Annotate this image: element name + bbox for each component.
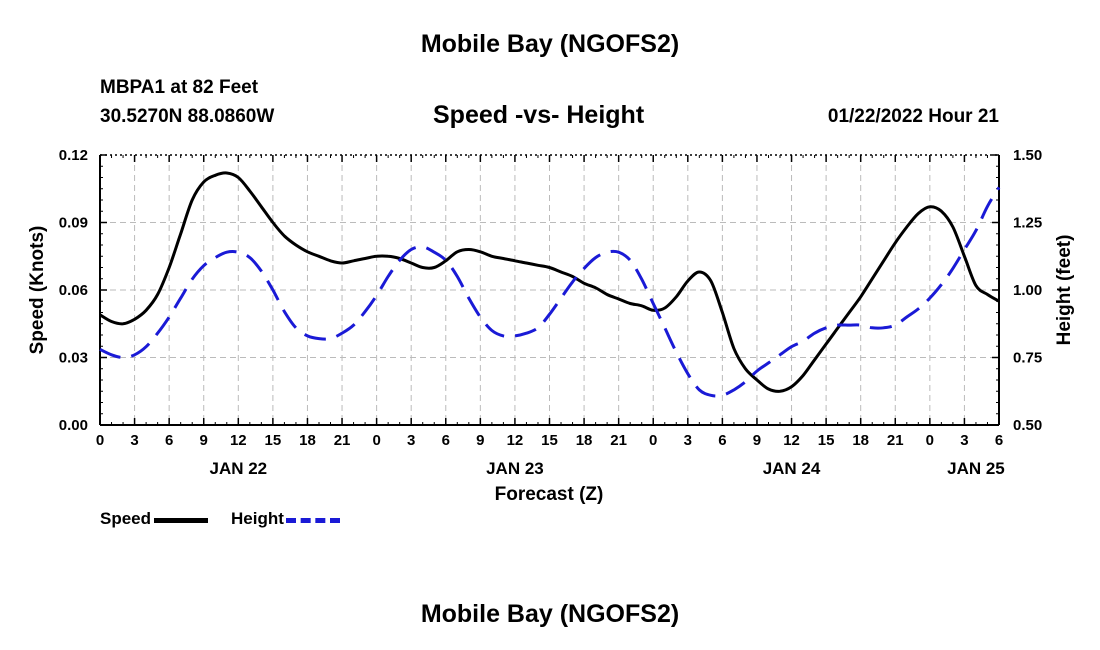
grid-layer [100,155,999,425]
date-label: JAN 22 [209,459,267,478]
legend-height-label: Height [231,509,284,528]
series-layer [99,171,1001,398]
x-axis-label: Forecast (Z) [495,484,604,505]
x-tick-label: 15 [265,432,282,449]
y-right-tick-label: 1.00 [1013,282,1042,299]
y-right-tick-label: 1.50 [1013,147,1042,164]
y-right-tick-label: 0.50 [1013,417,1042,434]
x-tick-label: 3 [684,432,692,449]
legend-speed-swatch [154,518,209,523]
x-tick-label: 6 [995,432,1003,449]
x-tick-label: 15 [541,432,558,449]
x-tick-label: 3 [407,432,415,449]
y-left-tick-label: 0.06 [59,282,88,299]
x-tick-label: 9 [476,432,484,449]
axes-layer: 0 3 6 9 12 15 18 21 0 3 6 9 12 15 18 21 0 3 6 9 12 15 18 21 0 3 60… [59,147,1042,478]
y-left-tick-label: 0.09 [59,215,88,232]
x-tick-label: 12 [230,432,247,449]
x-tick-label: 0 [372,432,380,449]
main-title: Mobile Bay (NGOFS2) [420,30,680,58]
y-right-tick-label: 1.25 [1013,215,1042,232]
x-tick-label: 18 [852,432,869,449]
legend-speed-label: Speed [100,509,152,528]
x-tick-label: 6 [165,432,173,449]
x-tick-label: 15 [818,432,835,449]
date-label: JAN 25 [947,459,1005,478]
x-tick-label: 12 [507,432,524,449]
x-tick-label: 0 [649,432,657,449]
x-tick-label: 3 [130,432,138,449]
x-tick-label: 0 [96,432,104,449]
y-left-tick-label: 0.03 [59,350,88,367]
series-line-speed [99,171,1000,393]
series-line-height [99,186,1001,398]
forecast-datetime: 01/22/2022 Hour 21 [827,106,999,127]
x-tick-label: 18 [576,432,593,449]
x-tick-label: 3 [960,432,968,449]
legend-height: Height [231,509,340,529]
date-label: JAN 23 [486,459,544,478]
x-tick-label: 18 [299,432,316,449]
x-tick-label: 0 [926,432,934,449]
left-y-axis-label: Speed (Knots) [27,226,48,355]
x-tick-label: 21 [887,432,904,449]
station-name: MBPA1 at 82 Feet [100,77,259,98]
x-tick-label: 6 [718,432,726,449]
x-tick-label: 21 [610,432,627,449]
y-right-tick-label: 0.75 [1013,350,1042,367]
x-tick-label: 6 [442,432,450,449]
plot-title: Speed -vs- Height [433,101,645,129]
y-left-tick-label: 0.00 [59,417,88,434]
x-tick-label: 21 [334,432,351,449]
date-label: JAN 24 [763,459,821,478]
x-tick-label: 9 [200,432,208,449]
x-tick-label: 12 [783,432,800,449]
right-y-axis-label: Height (feet) [1054,235,1075,346]
legend-height-swatch [285,518,340,523]
y-left-tick-label: 0.12 [59,147,88,164]
station-coords: 30.5270N 88.0860W [100,106,275,127]
legend-speed: Speed [100,509,209,529]
bottom-title: Mobile Bay (NGOFS2) [420,600,680,628]
x-tick-label: 9 [753,432,761,449]
